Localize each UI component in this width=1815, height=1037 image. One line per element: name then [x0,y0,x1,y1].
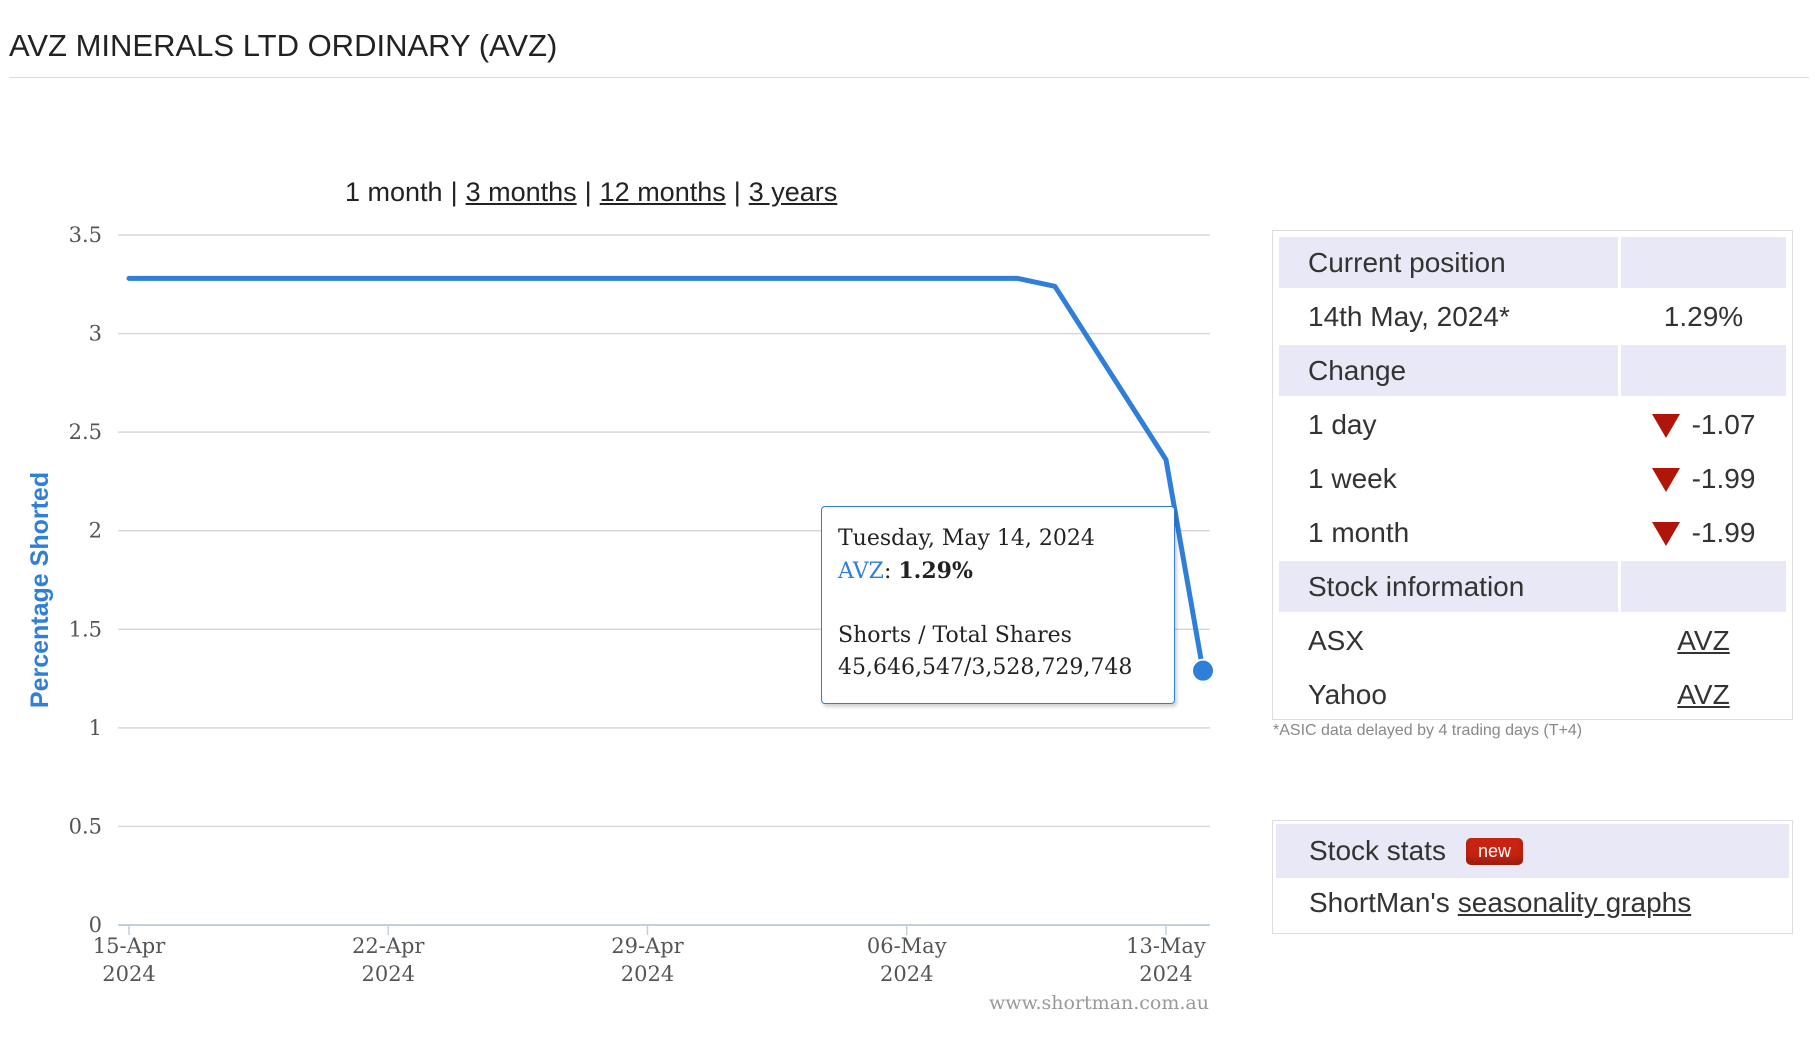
seasonality-graphs-link[interactable]: seasonality graphs [1457,887,1692,918]
change-row: 1 month -1.99 [1279,507,1786,558]
title-divider [9,77,1809,78]
chart-series [126,275,1215,683]
range-link-3-months[interactable]: 3 months [465,177,577,207]
y-tick-label: 2 [89,519,102,543]
range-link-3-years[interactable]: 3 years [748,177,838,207]
x-tick-label: 13-May [1126,934,1206,958]
down-arrow-icon [1651,414,1680,439]
x-tick-label: 06-May [867,934,947,958]
range-selector: 1 month | 3 months | 12 months | 3 years [345,177,837,208]
x-tick-year-label: 2024 [102,962,155,986]
asic-delay-note: *ASIC data delayed by 4 trading days (T+… [1273,722,1583,739]
stock-stats-panel: Stock stats new ShortMan's seasonality g… [1272,820,1793,934]
y-tick-label: 0.5 [69,814,102,838]
range-link-12-months[interactable]: 12 months [599,177,726,207]
page-title: AVZ MINERALS LTD ORDINARY (AVZ) [9,28,558,63]
change-value: -1.07 [1691,408,1756,440]
y-axis-ticks: 0 0.5 1 1.5 2 2.5 3 3.5 [69,223,102,937]
y-tick-label: 3 [89,322,102,346]
short-position-chart[interactable]: 0 0.5 1 1.5 2 2.5 3 3.5 15-Apr 2024 22-Apr 2024 29-… [0,0,1230,1037]
y-tick-label: 1.5 [69,617,102,641]
new-badge: new [1465,837,1523,865]
stock-stats-body: ShortMan's seasonality graphs [1276,878,1789,928]
stock-stats-title: Stock stats [1309,835,1446,866]
chart-credit[interactable]: www.shortman.com.au [989,992,1209,1014]
stock-link-source: ASX [1308,624,1365,656]
current-position-label: Current position [1279,237,1618,288]
tooltip-shorts-value: 45,646,547/3,528,729,748 [838,655,1133,680]
change-row: 1 week -1.99 [1279,453,1786,504]
y-axis-label: Percentage Shorted [26,472,54,708]
tooltip-value: 1.29% [898,558,973,584]
down-arrow-icon [1651,522,1680,547]
chart-tooltip: Tuesday, May 14, 2024 AVZ: 1.29% Shorts … [821,506,1175,704]
x-tick-year-label: 2024 [1139,962,1192,986]
change-period: 1 week [1308,462,1397,494]
x-tick-year-label: 2024 [362,962,415,986]
stock-stats-text: ShortMan's [1309,887,1450,918]
x-tick-year-label: 2024 [621,962,674,986]
current-position-row: 14th May, 2024* 1.29% [1279,291,1786,342]
yahoo-link[interactable]: AVZ [1677,678,1730,710]
range-separator: | [584,177,592,207]
x-tick-label: 29-Apr [611,934,684,958]
range-current: 1 month [345,177,443,207]
range-separator: | [450,177,458,207]
change-row: 1 day -1.07 [1279,399,1786,450]
change-value: -1.99 [1691,462,1756,494]
tooltip-shorts-label: Shorts / Total Shares [838,623,1072,648]
change-period: 1 month [1308,516,1410,548]
position-table: Current position 14th May, 2024* 1.29% C… [1276,234,1789,723]
y-tick-label: 2.5 [69,420,102,444]
x-tick-label: 15-Apr [93,934,166,958]
stock-info-label: Stock information [1279,561,1618,612]
stock-link-row: Yahoo AVZ [1279,669,1786,720]
position-date: 14th May, 2024* [1308,300,1510,332]
y-tick-label: 0 [89,913,102,937]
change-value: -1.99 [1691,516,1756,548]
stock-info-header: Stock information [1279,561,1786,612]
change-label: Change [1279,345,1618,396]
x-axis-ticks: 15-Apr 2024 22-Apr 2024 29-Apr 2024 06-May 2024… [93,925,1206,986]
y-tick-label: 1 [89,716,102,740]
tooltip-series-name: AVZ [838,559,884,584]
stock-link-source: Yahoo [1308,678,1387,710]
stock-link-row: ASX AVZ [1279,615,1786,666]
stock-stats-header: Stock stats new [1276,824,1789,878]
down-arrow-icon [1651,468,1680,493]
data-point-marker [1191,658,1215,683]
asx-link[interactable]: AVZ [1677,624,1730,656]
tooltip-date: Tuesday, May 14, 2024 [838,526,1095,551]
tooltip-value-row: AVZ: 1.29% [838,558,973,584]
range-separator: | [733,177,741,207]
change-header: Change [1279,345,1786,396]
x-tick-year-label: 2024 [880,962,933,986]
current-position-header: Current position [1279,237,1786,288]
x-tick-label: 22-Apr [352,934,425,958]
position-value: 1.29% [1663,300,1744,332]
y-tick-label: 3.5 [69,223,102,247]
change-period: 1 day [1308,408,1377,440]
position-panel: Current position 14th May, 2024* 1.29% C… [1272,230,1793,720]
series-line [126,275,1206,674]
